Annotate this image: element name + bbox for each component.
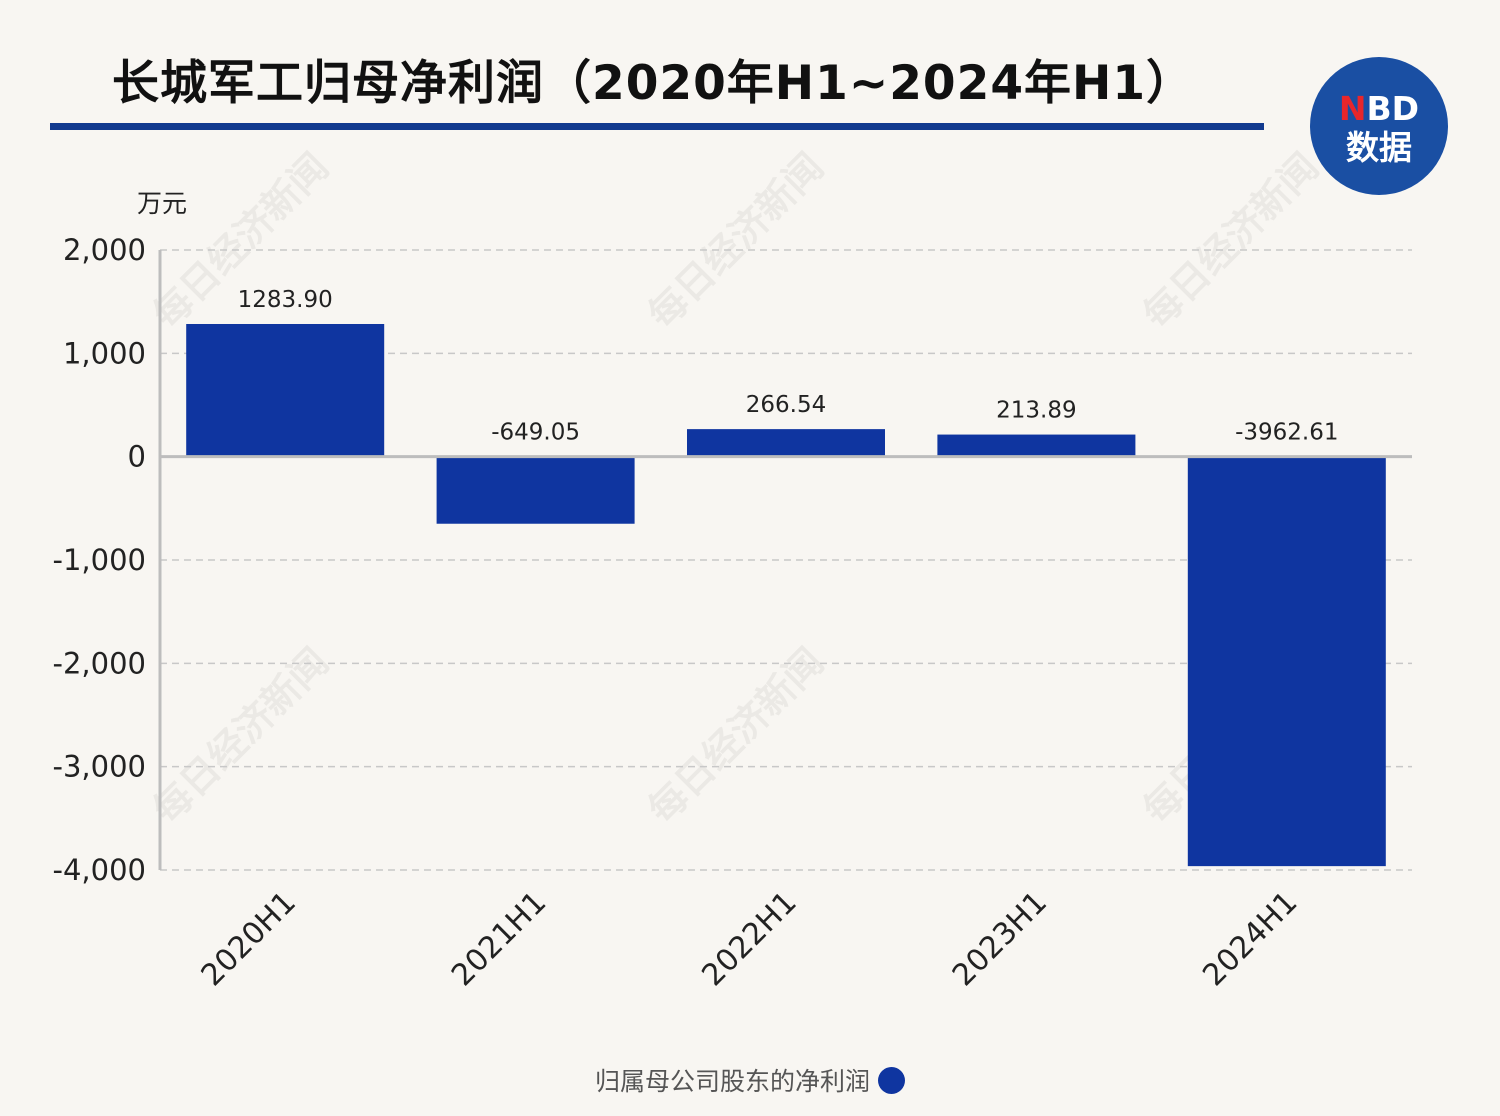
legend-label: 归属母公司股东的净利润 [594, 1067, 870, 1096]
legend-swatch [878, 1066, 905, 1094]
bar-value-label: -3962.61 [1235, 420, 1338, 446]
y-tick-label: -1,000 [53, 543, 147, 577]
bar-value-labels: 1283.90 -649.05 266.54 213.89 -3962.61 [238, 287, 1339, 446]
bars [186, 323, 1386, 867]
y-tick-label: -3,000 [53, 750, 147, 784]
watermark-layer: 每日经济新闻每日经济新闻每日经济新闻每日经济新闻每日经济新闻每日经济新闻 [145, 145, 1327, 832]
bar-value-label: 213.89 [996, 398, 1076, 424]
bar [687, 429, 885, 457]
grid-lines [160, 249, 1412, 871]
x-tick-label: 2022H1 [695, 885, 803, 993]
watermark-text: 每日经济新闻 [640, 640, 832, 832]
legend: 归属母公司股东的净利润 [0, 1062, 1500, 1098]
bar [186, 323, 385, 457]
y-tick-label: -2,000 [53, 646, 147, 680]
x-tick-labels: 2020H1 2021H1 2022H1 2023H1 2024H1 [195, 885, 1305, 993]
y-tick-label: 1,000 [63, 336, 146, 370]
chart-title: 长城军工归母净利润（2020年H1~2024年H1） [112, 56, 1195, 111]
y-tick-label: 0 [128, 440, 146, 474]
bar-value-label: 1283.90 [238, 287, 333, 313]
bar-value-label: 266.54 [746, 392, 826, 418]
bar [937, 434, 1136, 457]
x-tick-label: 2023H1 [946, 885, 1054, 993]
watermark-text: 每日经济新闻 [145, 640, 337, 832]
nbd-logo: NBD 数据 [1310, 57, 1448, 195]
logo-suffix: BD [1366, 89, 1420, 128]
y-tick-label: 2,000 [63, 233, 146, 267]
bar [436, 456, 635, 524]
watermark-text: 每日经济新闻 [1135, 145, 1327, 337]
logo-prefix: N [1338, 89, 1367, 128]
logo-subtitle: 数据 [1346, 128, 1412, 167]
axes [158, 250, 1412, 870]
x-tick-label: 2021H1 [445, 885, 553, 993]
watermark-text: 每日经济新闻 [640, 145, 832, 337]
y-tick-labels: 2,000 1,000 0 -1,000 -2,000 -3,000 -4,000 [53, 233, 147, 887]
bar-value-label: -649.05 [491, 420, 580, 446]
y-tick-label: -4,000 [53, 853, 147, 887]
logo-mark: NBD [1339, 92, 1419, 125]
bar [1187, 456, 1386, 867]
x-tick-label: 2024H1 [1196, 885, 1304, 993]
y-axis-unit-label: 万元 [137, 189, 187, 218]
x-tick-label: 2020H1 [195, 885, 303, 993]
title-underline [50, 123, 1264, 130]
